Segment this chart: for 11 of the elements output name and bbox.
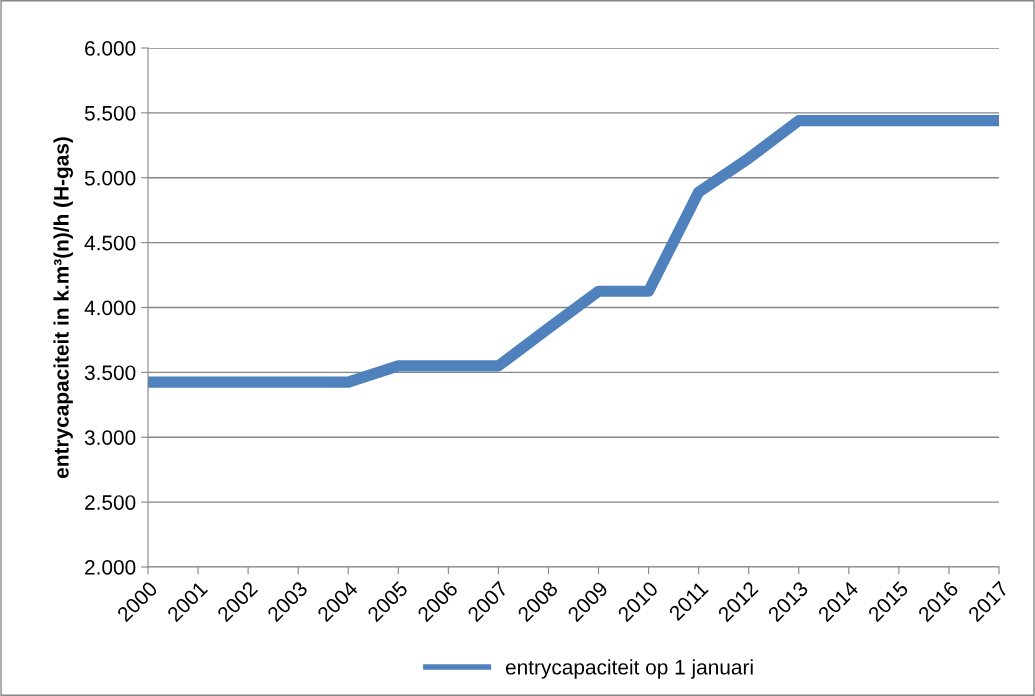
y-tick-label: 4.000 (84, 300, 136, 316)
y-tick-label: 2.500 (85, 495, 136, 510)
y-axis-title: entrycapaciteit in k.m³(n)/h (H-gas) (53, 137, 73, 478)
y-tick-label: 5.500 (84, 105, 136, 121)
y-tick-label: 3.000 (84, 430, 136, 445)
legend-label: entrycapaciteit op 1 januari (505, 659, 753, 679)
y-tick-label: 4.500 (84, 235, 136, 251)
y-tick-label: 2.000 (85, 560, 136, 575)
y-tick-label: 6.000 (85, 41, 136, 56)
y-tick-label: 3.500 (84, 365, 136, 381)
y-tick-label: 5.000 (84, 170, 136, 186)
